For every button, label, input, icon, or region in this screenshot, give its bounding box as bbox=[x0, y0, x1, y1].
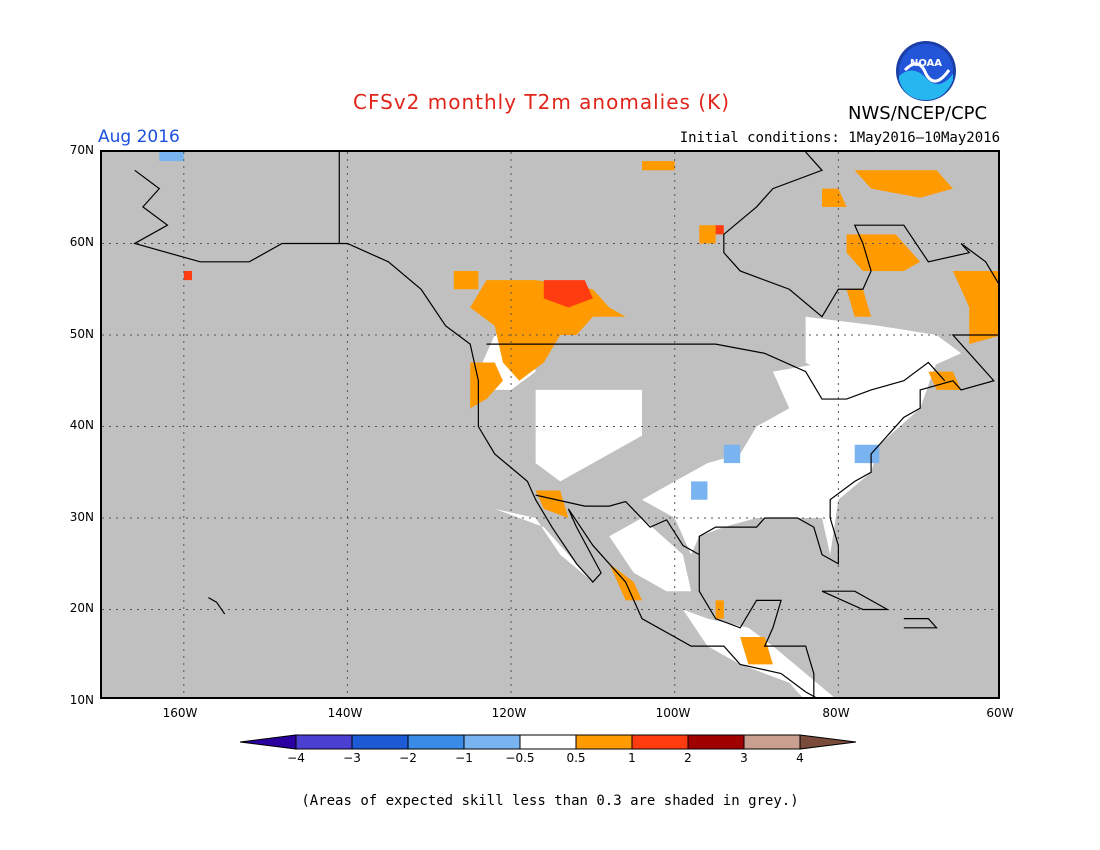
y-tick-label: 10N bbox=[69, 693, 94, 707]
y-tick-label: 60N bbox=[69, 235, 94, 249]
colorbar-tick-label: 3 bbox=[740, 751, 748, 765]
x-tick-label: 160W bbox=[162, 706, 198, 720]
orange-region bbox=[535, 490, 569, 518]
gulf-coastline bbox=[698, 554, 815, 697]
logo-lettering: NOAA bbox=[909, 58, 943, 69]
blue-region bbox=[691, 481, 708, 500]
pacific-coastline bbox=[133, 169, 817, 697]
colorbar-tick-label: 1 bbox=[628, 751, 636, 765]
coastlines bbox=[133, 152, 998, 697]
y-tick-label: 30N bbox=[69, 510, 94, 524]
month-label: Aug 2016 bbox=[98, 127, 180, 147]
orange-region bbox=[846, 289, 872, 317]
white-region bbox=[609, 518, 692, 592]
y-tick-label: 50N bbox=[69, 327, 94, 341]
colorbar-tick-label: −0.5 bbox=[505, 751, 535, 765]
blue-region bbox=[723, 444, 741, 464]
white-region bbox=[805, 316, 962, 381]
colorbar-tick-label: −1 bbox=[455, 751, 473, 765]
x-tick-label: 120W bbox=[491, 706, 527, 720]
orange-region bbox=[740, 636, 773, 665]
white-region bbox=[535, 389, 642, 482]
us-canada-border bbox=[486, 343, 946, 400]
agency-label: NWS/NCEP/CPC bbox=[848, 103, 988, 124]
orange-region bbox=[453, 270, 479, 290]
white-region bbox=[494, 508, 593, 583]
colorbar-bin bbox=[407, 734, 465, 750]
colorbar-bin bbox=[743, 734, 801, 750]
us-mexico-border bbox=[535, 494, 700, 556]
blue-region bbox=[854, 444, 880, 464]
x-tick-label: 100W bbox=[655, 706, 691, 720]
y-tick-label: 40N bbox=[69, 418, 94, 432]
anomaly-fills bbox=[159, 152, 998, 697]
anomaly-map bbox=[100, 150, 1000, 699]
colorbar-tick-label: −2 bbox=[399, 751, 417, 765]
colorbar-bin bbox=[631, 734, 689, 750]
colorbar-bin bbox=[687, 734, 745, 750]
y-tick-label: 20N bbox=[69, 601, 94, 615]
orange-region bbox=[822, 188, 847, 207]
x-tick-label: 80W bbox=[822, 706, 850, 720]
colorbar-tick-label: −3 bbox=[343, 751, 361, 765]
initial-conditions: Initial conditions: 1May2016—10May2016 bbox=[679, 130, 1000, 146]
orange-region bbox=[952, 270, 998, 345]
hispaniola-outline bbox=[903, 618, 938, 629]
skill-note: (Areas of expected skill less than 0.3 a… bbox=[301, 793, 799, 809]
colorbar-tick-label: 0.5 bbox=[566, 751, 586, 765]
atlantic-coastline bbox=[698, 152, 998, 565]
colorbar-arrow-right bbox=[799, 734, 857, 750]
orange-region bbox=[699, 225, 716, 244]
x-tick-label: 60W bbox=[986, 706, 1014, 720]
cuba-outline bbox=[821, 590, 890, 611]
colorbar-arrow-left bbox=[240, 734, 297, 750]
white-region bbox=[642, 353, 937, 555]
noaa-logo: NOAA bbox=[895, 40, 957, 102]
colorbar-tick-label: 2 bbox=[684, 751, 692, 765]
hawaii-islands bbox=[208, 597, 226, 615]
y-tick-label: 70N bbox=[69, 143, 94, 157]
orange-region bbox=[854, 170, 953, 198]
orange-region bbox=[642, 161, 675, 171]
map-canvas bbox=[102, 152, 998, 697]
colorbar-bin bbox=[463, 734, 521, 750]
red-region bbox=[543, 280, 593, 308]
orange-region bbox=[846, 234, 921, 271]
colorbar-bin bbox=[295, 734, 353, 750]
red-region bbox=[715, 225, 724, 235]
colorbar-tick-label: −4 bbox=[287, 751, 305, 765]
colorbar-bin bbox=[351, 734, 409, 750]
x-tick-label: 140W bbox=[327, 706, 363, 720]
map-gridlines bbox=[102, 152, 998, 697]
orange-region bbox=[470, 280, 626, 381]
chart-title: CFSv2 monthly T2m anomalies (K) bbox=[353, 90, 730, 114]
blue-region bbox=[159, 152, 184, 162]
colorbar-bin bbox=[519, 734, 577, 750]
red-region bbox=[183, 270, 192, 281]
colorbar-bin bbox=[575, 734, 633, 750]
colorbar bbox=[240, 734, 857, 750]
colorbar-tick-label: 4 bbox=[796, 751, 804, 765]
